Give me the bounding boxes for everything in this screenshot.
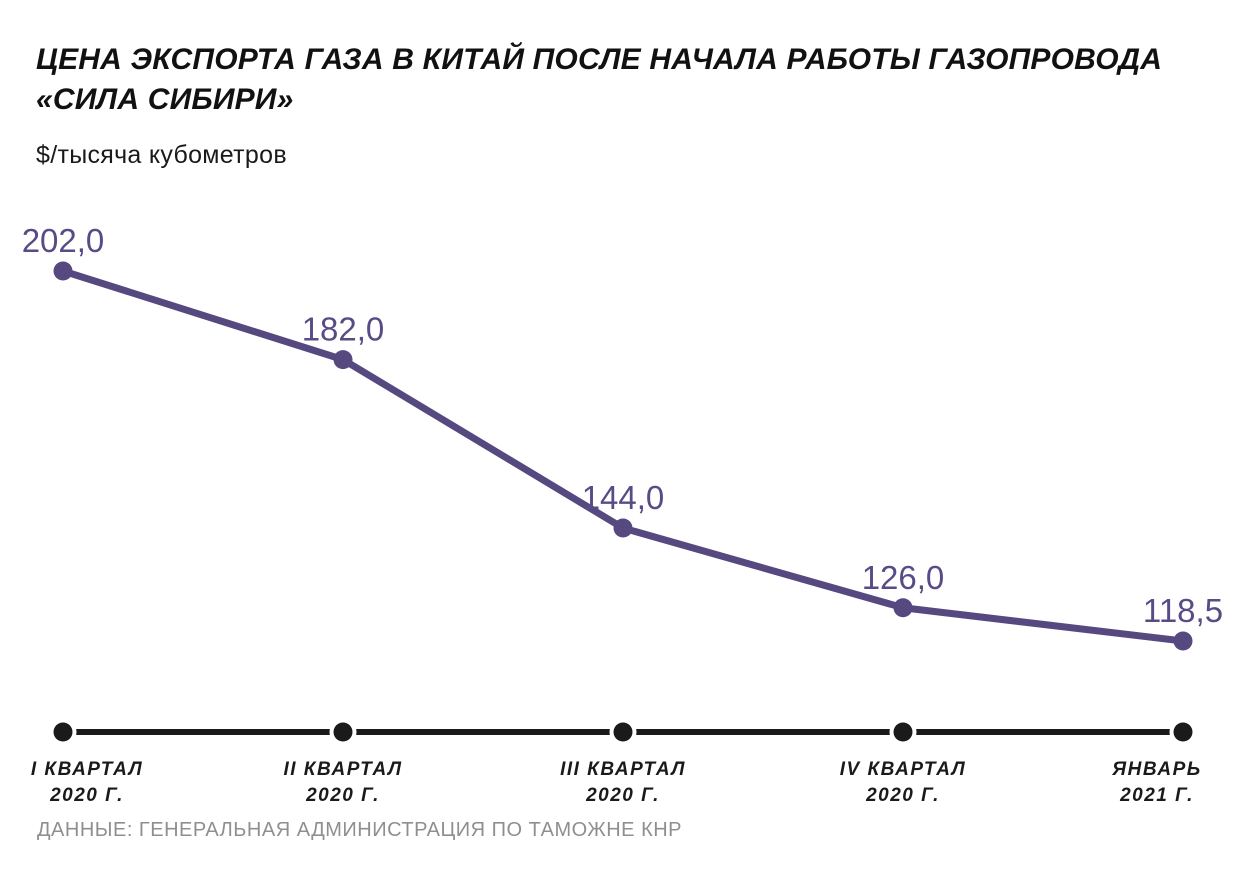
chart-title: ЦЕНА ЭКСПОРТА ГАЗА В КИТАЙ ПОСЛЕ НАЧАЛА … (36, 43, 1163, 116)
x-axis-tick (1173, 722, 1193, 742)
chart-unit-label: $/тысяча кубометров (36, 141, 287, 169)
x-axis-tick (333, 722, 353, 742)
x-axis-tick (53, 722, 73, 742)
data-point-label: 126,0 (862, 559, 945, 596)
data-point (893, 598, 913, 618)
data-point-label: 118,5 (1143, 592, 1223, 629)
data-point (1173, 631, 1193, 651)
data-point (613, 518, 633, 538)
data-point (53, 261, 73, 281)
x-axis-tick (893, 722, 913, 742)
series-line (59, 267, 1187, 645)
data-source-note: ДАННЫЕ: ГЕНЕРАЛЬНАЯ АДМИНИСТРАЦИЯ ПО ТАМ… (37, 819, 683, 841)
data-point-label: 182,0 (302, 311, 385, 348)
x-axis-tick (613, 722, 633, 742)
data-point (333, 350, 353, 370)
data-point-label: 202,0 (22, 222, 105, 259)
data-point-label: 144,0 (582, 479, 665, 516)
